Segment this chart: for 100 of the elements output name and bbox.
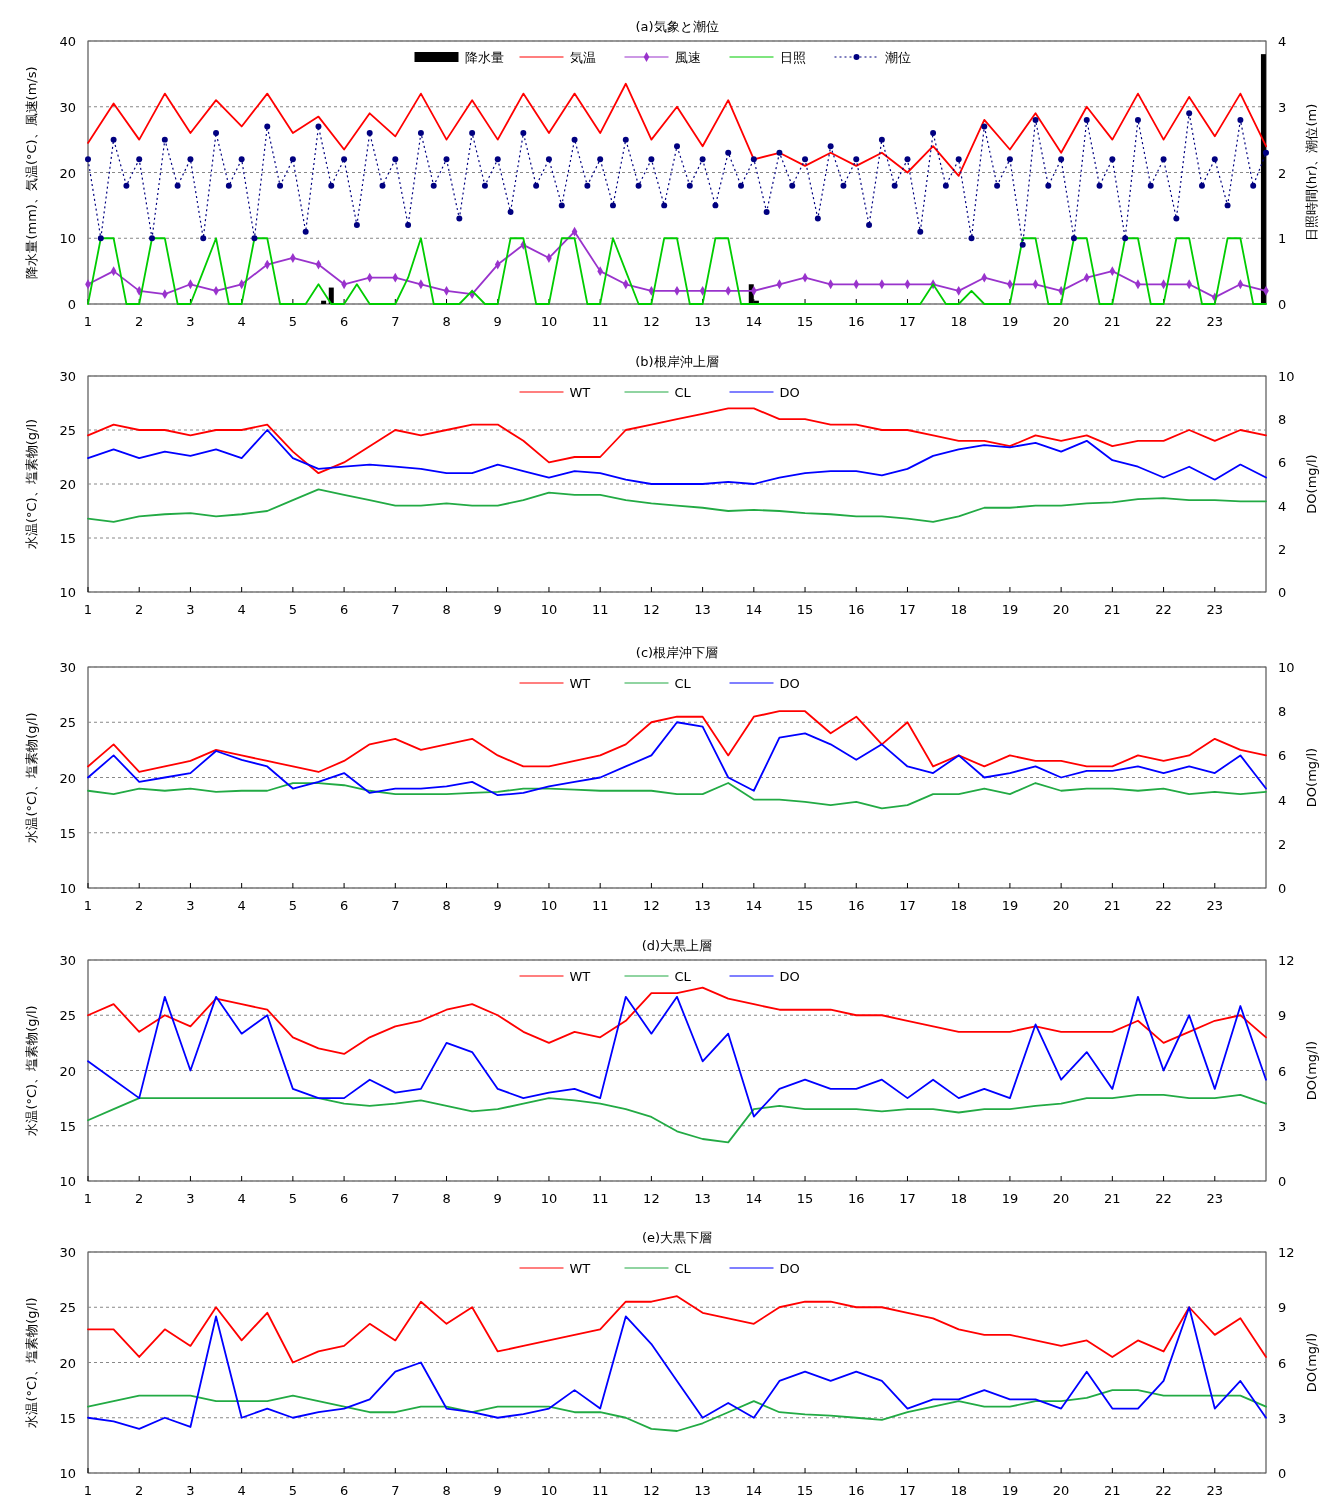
x-tick-label: 16 — [847, 898, 865, 913]
x-tick-label: 11 — [591, 1483, 609, 1495]
y2-tick-label: 3 — [1278, 1118, 1287, 1134]
line-series — [87, 429, 1267, 485]
x-tick-label: 15 — [796, 602, 814, 617]
y-tick-label: 15 — [59, 825, 76, 841]
y2-tick-label: 4 — [1278, 792, 1287, 808]
x-tick-label: 7 — [391, 898, 400, 913]
x-tick-label: 18 — [950, 602, 967, 617]
x-tick-label: 8 — [442, 1483, 451, 1495]
y-axis-title: 降水量(mm)、気温(°C)、風速(m/s) — [24, 66, 39, 279]
y2-tick-label: 0 — [1278, 881, 1287, 896]
x-tick-label: 4 — [237, 1483, 246, 1495]
x-tick-label: 17 — [899, 314, 916, 329]
y-tick-label: 30 — [59, 1245, 76, 1260]
x-tick-label: 15 — [796, 1191, 814, 1206]
x-tick-label: 13 — [694, 314, 711, 329]
y-axis-title: 水温(°C)、塩素物(g/l) — [24, 1005, 39, 1136]
x-tick-label: 3 — [186, 602, 195, 617]
line-series — [87, 710, 1267, 773]
chart-title: (e)大黒下層 — [641, 1230, 713, 1245]
chart-title: (d)大黒上層 — [641, 938, 713, 953]
x-tick-label: 21 — [1104, 314, 1121, 329]
x-tick-label: 8 — [442, 898, 451, 913]
y2-axis-title: 日照時間(hr)、潮位(m) — [1304, 103, 1319, 242]
x-tick-label: 3 — [186, 898, 195, 913]
y-tick-label: 20 — [59, 1063, 76, 1079]
y2-tick-label: 0 — [1278, 1174, 1287, 1189]
line-series — [87, 82, 1267, 177]
x-tick-label: 13 — [694, 898, 711, 913]
line-series — [87, 1093, 1267, 1144]
x-tick-label: 14 — [745, 602, 763, 617]
x-tick-label: 10 — [540, 602, 558, 617]
x-tick-label: 18 — [950, 314, 967, 329]
line-series — [87, 995, 1267, 1118]
y-tick-label: 10 — [59, 881, 76, 896]
y2-tick-label: 9 — [1278, 1008, 1287, 1024]
line-series — [87, 782, 1267, 810]
y-tick-label: 30 — [59, 660, 76, 675]
x-tick-label: 1 — [83, 1483, 93, 1495]
x-tick-label: 22 — [1155, 1191, 1172, 1206]
x-tick-label: 17 — [899, 898, 916, 913]
x-tick-label: 15 — [796, 898, 814, 913]
x-tick-label: 6 — [339, 314, 349, 329]
x-tick-label: 20 — [1052, 602, 1070, 617]
legend-label: 風速 — [674, 50, 701, 65]
y2-tick-label: 6 — [1278, 455, 1287, 471]
x-tick-label: 21 — [1104, 898, 1121, 913]
y-tick-label: 20 — [59, 770, 76, 786]
x-tick-label: 4 — [237, 314, 246, 329]
x-tick-label: 19 — [1001, 1483, 1019, 1495]
x-tick-label: 11 — [591, 1191, 609, 1206]
x-tick-label: 9 — [493, 602, 502, 617]
legend-label: WT — [569, 1261, 591, 1276]
legend-label: CL — [674, 676, 692, 691]
line-series — [87, 488, 1267, 523]
x-tick-label: 3 — [186, 314, 195, 329]
y-tick-label: 15 — [59, 1118, 76, 1134]
x-tick-label: 8 — [442, 602, 451, 617]
y-axis-title: 水温(°C)、塩素物(g/l) — [24, 1297, 39, 1428]
x-tick-label: 4 — [237, 1191, 246, 1206]
y2-axis-title: DO(mg/l) — [1304, 1040, 1319, 1101]
y-tick-label: 15 — [59, 1410, 76, 1426]
y2-tick-label: 4 — [1278, 498, 1287, 514]
x-tick-label: 10 — [540, 1483, 558, 1495]
legend-label: WT — [569, 969, 591, 984]
x-tick-label: 12 — [643, 314, 660, 329]
legend-label: CL — [674, 969, 692, 984]
y-tick-label: 10 — [59, 1466, 76, 1481]
x-tick-label: 10 — [540, 1191, 558, 1206]
x-tick-label: 10 — [540, 898, 558, 913]
legend-label: CL — [674, 1261, 692, 1276]
y2-tick-label: 2 — [1278, 836, 1287, 852]
y2-tick-label: 6 — [1278, 1355, 1287, 1371]
x-tick-label: 1 — [83, 898, 93, 913]
legend-label: DO — [779, 969, 800, 984]
x-tick-label: 11 — [591, 898, 609, 913]
legend-label: 降水量 — [464, 50, 504, 65]
x-tick-label: 9 — [493, 314, 502, 329]
x-tick-label: 18 — [950, 1191, 967, 1206]
y2-axis-title: DO(mg/l) — [1304, 454, 1319, 514]
y2-tick-label: 9 — [1278, 1300, 1287, 1316]
x-tick-label: 9 — [493, 1191, 502, 1206]
y-axis-title: 水温(°C)、塩素物(g/l) — [24, 418, 39, 550]
y-tick-label: 10 — [59, 1174, 76, 1189]
x-tick-label: 20 — [1052, 1191, 1070, 1206]
x-tick-label: 16 — [847, 1191, 865, 1206]
y2-tick-label: 2 — [1278, 541, 1287, 557]
y2-tick-label: 1 — [1278, 231, 1287, 247]
y2-tick-label: 12 — [1278, 953, 1295, 968]
y2-axis-title: DO(mg/l) — [1304, 1332, 1319, 1393]
x-tick-label: 23 — [1206, 1483, 1224, 1495]
y-tick-label: 25 — [59, 1300, 76, 1316]
x-tick-label: 22 — [1155, 1483, 1172, 1495]
x-tick-label: 11 — [591, 314, 609, 329]
x-tick-label: 1 — [83, 602, 93, 617]
legend-label: DO — [779, 1261, 800, 1276]
y-tick-label: 15 — [59, 531, 76, 546]
x-tick-label: 4 — [237, 602, 246, 617]
x-tick-label: 14 — [745, 1483, 763, 1495]
